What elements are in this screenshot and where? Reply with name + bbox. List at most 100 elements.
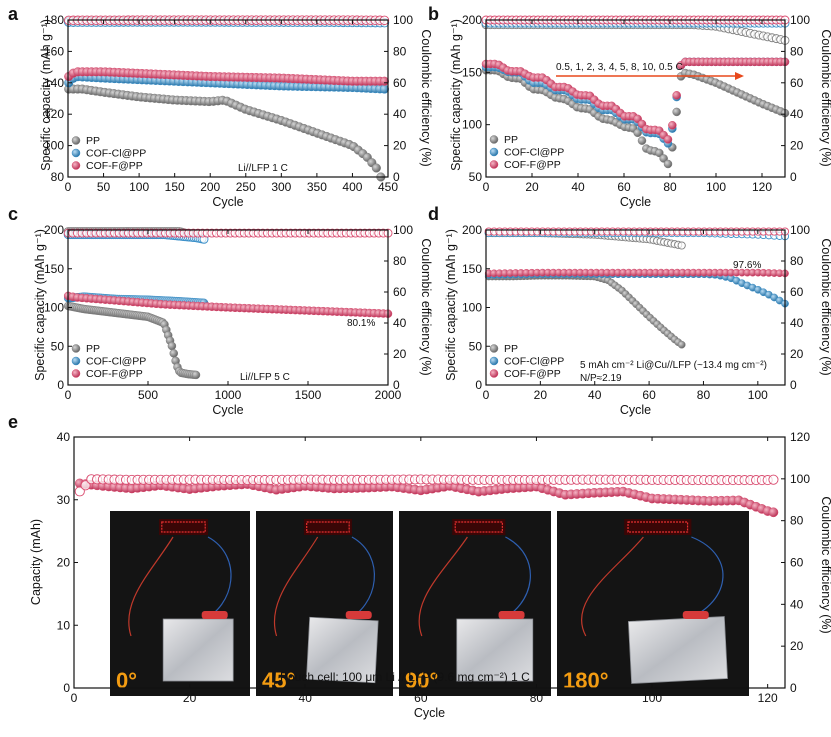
y-tick-label: 0 [57, 378, 64, 392]
annotations: Li//LFP 5 C 80.1% [240, 318, 375, 383]
y2-tick-label: 40 [790, 107, 804, 121]
y2-tick-label: 40 [790, 316, 804, 330]
legend-marker [489, 135, 499, 144]
y-tick-label: 200 [44, 223, 64, 237]
y-axis-label: Specific capacity (mAh g⁻¹) [39, 19, 53, 171]
y-tick-label: 150 [462, 65, 482, 79]
y2-tick-label: 20 [790, 347, 804, 361]
x-tick-label: 350 [307, 180, 327, 194]
legend-label: PP [86, 135, 100, 147]
photo-0: 0° [110, 511, 250, 696]
alligator-clip [498, 611, 525, 619]
y-tick-label: 160 [44, 44, 64, 58]
legend-marker [489, 356, 499, 366]
series-c-cof-f-pp-ce [63, 228, 393, 238]
y2-tick-label: 60 [790, 285, 804, 299]
pouch-cell [456, 618, 534, 682]
led-digits [627, 521, 689, 533]
x-tick-label: 150 [165, 180, 185, 194]
data-point [663, 159, 673, 169]
data-point [668, 121, 677, 130]
pouch-cell [627, 616, 728, 684]
series-b-cof-f-pp [481, 57, 790, 144]
data-point [677, 241, 686, 250]
y2-axis-label: Coulombic efficiency (%) [819, 238, 831, 375]
y2-axis: 0 20 40 60 80 100 120 Coulombic efficiency (%) [781, 430, 831, 695]
x-tick-label: 300 [271, 180, 291, 194]
x-axis-label: Cycle [414, 706, 445, 720]
x-tick-label: 120 [752, 180, 772, 194]
y-axis-label: Specific capacity (mAh g⁻¹) [444, 229, 458, 381]
legend-marker [71, 161, 81, 170]
legend-marker [71, 344, 81, 353]
y2-tick-label: 80 [790, 44, 804, 58]
x-tick-label: 100 [706, 180, 726, 194]
x-tick-label: 500 [138, 388, 158, 402]
annotation-text: N/P≈2.19 [580, 373, 622, 384]
y2-tick-label: 80 [790, 254, 804, 268]
y-axis-label: Specific capacity (mAh g⁻¹) [449, 19, 463, 171]
y-tick-label: 30 [57, 493, 71, 507]
data-point [379, 76, 389, 86]
x-tick-label: 0 [65, 180, 72, 194]
red-wire [274, 536, 319, 637]
annotations: Li//LFP 1 C [238, 163, 288, 174]
x-tick-label: 0 [483, 388, 490, 402]
y2-tick-label: 60 [393, 285, 407, 299]
y2-tick-label: 60 [790, 556, 804, 570]
legend-marker [71, 356, 81, 366]
alligator-clip [345, 611, 372, 619]
y-tick-label: 100 [44, 301, 64, 315]
y2-axis: 0 20 40 60 80 100 Coulombic efficiency (%) [781, 13, 831, 184]
y-tick-label: 50 [51, 339, 65, 353]
y-tick-label: 140 [44, 76, 64, 90]
x-tick-label: 20 [534, 388, 548, 402]
series-layer [481, 15, 790, 169]
legend-marker [489, 369, 499, 378]
y2-tick-label: 0 [790, 378, 797, 392]
photo-angle-label: 180° [563, 668, 609, 693]
led-display [303, 519, 352, 535]
x-axis-label: Cycle [212, 403, 243, 417]
y2-axis: 0 20 40 60 80 100 Coulombic efficiency (%) [384, 223, 433, 392]
series-e-coulombic-efficiency [74, 474, 779, 497]
data-point [768, 507, 779, 518]
y2-tick-label: 100 [790, 13, 810, 27]
legend-label: COF-F@PP [504, 368, 561, 380]
x-tick-label: 120 [758, 691, 778, 705]
series-c-pp [63, 301, 201, 380]
y-tick-label: 40 [57, 430, 71, 444]
y2-tick-label: 100 [790, 472, 810, 486]
y-tick-label: 0 [475, 378, 482, 392]
data-point [768, 474, 779, 485]
data-point [371, 163, 381, 173]
legend-label: COF-Cl@PP [86, 356, 146, 368]
y-tick-label: 50 [469, 339, 483, 353]
annotation-text: Li//LFP 5 C [240, 372, 290, 383]
x-tick-label: 60 [617, 180, 631, 194]
y-tick-label: 120 [44, 107, 64, 121]
x-tick-label: 80 [530, 691, 544, 705]
x-tick-label: 250 [236, 180, 256, 194]
y-tick-label: 0 [63, 681, 70, 695]
data-point [672, 107, 681, 117]
y2-tick-label: 40 [790, 597, 804, 611]
x-tick-label: 60 [414, 691, 428, 705]
x-tick-label: 50 [97, 180, 111, 194]
led-digits [161, 521, 206, 533]
annotation-text: 5 mAh cm⁻² Li@Cu//LFP (~13.4 mg cm⁻²) [580, 360, 767, 371]
red-wire [580, 536, 644, 637]
legend-marker [489, 344, 499, 353]
legend-label: PP [86, 343, 100, 355]
y-tick-label: 100 [462, 301, 482, 315]
y2-tick-label: 40 [393, 107, 407, 121]
annotation-text: Pouch cell: 100 μm Li // LFP (9.6 mg cm⁻… [280, 670, 530, 684]
x-tick-label: 1500 [295, 388, 322, 402]
x-tick-label: 0 [71, 691, 78, 705]
y-axis-label: Capacity (mAh) [29, 519, 43, 605]
pouch-cell [162, 618, 234, 682]
